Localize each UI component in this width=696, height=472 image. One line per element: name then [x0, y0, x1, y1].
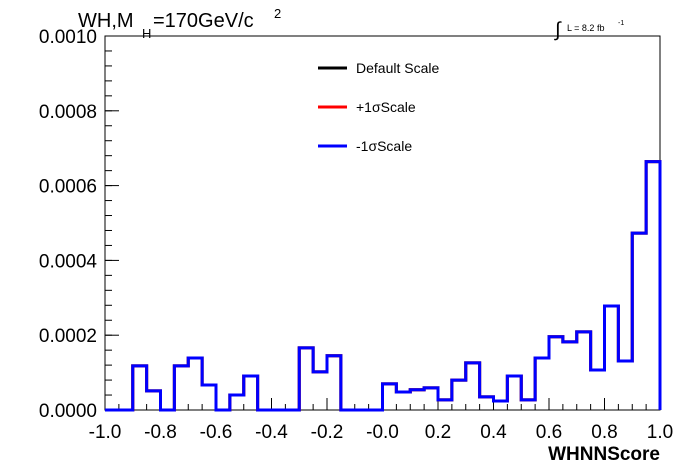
x-tick-label: -0.2: [311, 422, 344, 443]
legend-label-minus1sigma: -1σScale: [356, 138, 412, 154]
y-tick-label: 0.0000: [39, 401, 97, 422]
title-superscript: 2: [274, 6, 281, 21]
x-tick-label: -0.6: [200, 422, 233, 443]
y-tick-label: 0.0006: [39, 177, 97, 198]
title-main: WH,M: [78, 10, 134, 32]
y-tick-label: 0.0010: [39, 27, 97, 48]
x-tick-label: -0.0: [366, 422, 399, 443]
plot-frame: [104, 35, 661, 411]
legend-label-plus1sigma: +1σScale: [356, 99, 416, 115]
x-tick-label: 0.6: [536, 422, 562, 443]
x-tick-label: 1.0: [647, 422, 673, 443]
series-line-0: [105, 160, 662, 412]
x-tick-label: -0.8: [144, 422, 177, 443]
luminosity-superscript: -1: [618, 20, 624, 27]
x-tick-label: 0.4: [480, 422, 507, 443]
legend: Default Scale +1σScale -1σScale: [318, 60, 439, 154]
y-tick-label: 0.0004: [39, 251, 98, 272]
series-line-2: [105, 160, 662, 412]
integral-symbol: ∫: [554, 19, 562, 41]
series-line-1: [105, 160, 662, 412]
y-axis: 0.0000 0.0002 0.0004 0.0006 0.0008 0.0010: [39, 27, 119, 422]
x-tick-label: 0.8: [591, 422, 617, 443]
y-tick-label: 0.0002: [39, 326, 97, 347]
x-axis: -1.0 -0.8 -0.6 -0.4 -0.2 -0.0 0.2 0.4 0.6 0.8 1.0: [89, 398, 673, 443]
x-axis-label: WHNNScore: [548, 444, 660, 465]
x-tick-label: -0.4: [255, 422, 288, 443]
title-subscript: H: [142, 26, 151, 41]
luminosity-label: L = 8.2 fb: [567, 23, 604, 33]
series-layer: [105, 160, 662, 412]
x-tick-label: 0.2: [425, 422, 451, 443]
legend-label-default: Default Scale: [356, 60, 439, 76]
title-rest: =170GeV/c: [153, 10, 254, 32]
y-tick-label: 0.0008: [39, 102, 97, 123]
x-tick-label: -1.0: [89, 422, 122, 443]
